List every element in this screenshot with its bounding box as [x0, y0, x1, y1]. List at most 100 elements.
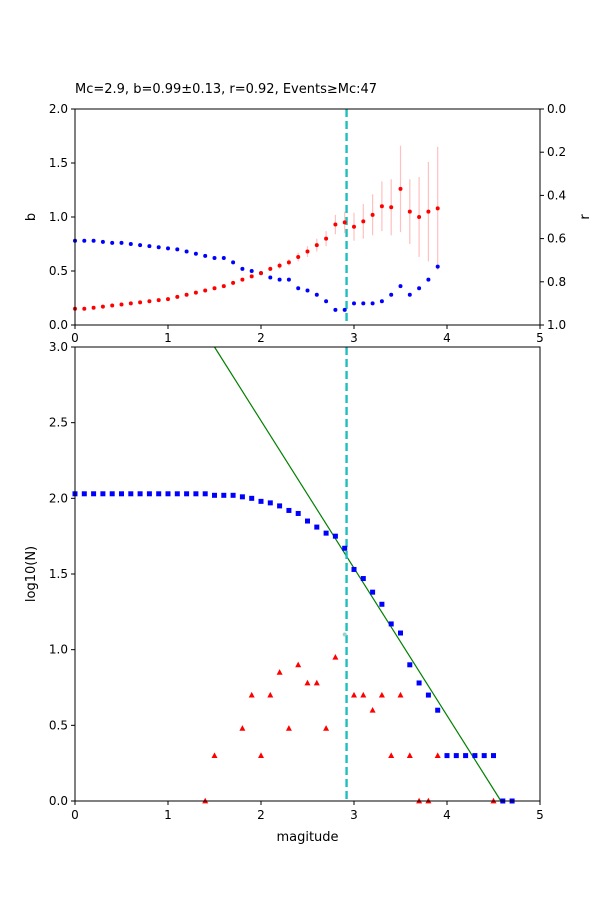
- r-point: [324, 299, 329, 304]
- bottom-y-ticks: 0.0 0.5 1.0 1.5 2.0 2.5 3.0: [49, 340, 75, 808]
- fit-line: [213, 346, 502, 802]
- y-tick-label: 2.0: [49, 491, 68, 505]
- bottom-y-axis-label: log10(N): [24, 546, 39, 602]
- cumulative-point: [398, 630, 403, 636]
- y-tick-label: 1.5: [49, 567, 68, 581]
- x-tick-label: 2: [257, 331, 265, 345]
- y-right-tick-label: 0.4: [547, 188, 566, 202]
- r-point: [277, 277, 282, 282]
- r-point: [333, 307, 338, 312]
- cumulative-point: [425, 692, 431, 698]
- b-point: [333, 222, 338, 227]
- noncumulative-point: [239, 725, 246, 731]
- y-right-tick-label: 0.6: [547, 232, 566, 246]
- x-tick-label: 3: [350, 808, 358, 822]
- b-point: [417, 215, 422, 219]
- cumulative-point: [286, 507, 292, 513]
- noncumulative-point: [211, 752, 218, 758]
- gr-fit-line: [213, 346, 502, 802]
- r-point: [184, 249, 189, 254]
- r-point: [435, 264, 440, 269]
- y-tick-label: 0.0: [49, 794, 68, 808]
- cumulative-point: [212, 492, 217, 498]
- y-tick-label: 0.5: [49, 718, 68, 732]
- y-tick-label: 2.5: [49, 416, 68, 430]
- r-point: [221, 256, 226, 261]
- cumulative-point: [323, 530, 329, 536]
- noncumulative-point: [434, 752, 441, 758]
- r-point: [389, 292, 394, 297]
- r-point: [417, 286, 422, 291]
- b-point: [110, 303, 115, 308]
- r-point: [193, 251, 198, 256]
- b-point: [128, 301, 133, 306]
- r-point: [147, 244, 152, 249]
- b-point: [277, 263, 282, 268]
- b-point: [138, 300, 143, 305]
- b-point: [435, 206, 440, 211]
- y-right-tick-label: 0.2: [547, 145, 566, 159]
- b-series: [73, 186, 440, 311]
- r-point: [110, 240, 115, 245]
- r-point: [352, 301, 356, 306]
- x-tick-label: 4: [443, 331, 451, 345]
- cumulative-point: [407, 662, 413, 668]
- cumulative-point: [128, 491, 134, 497]
- b-point: [156, 298, 161, 303]
- b-point: [249, 274, 254, 279]
- r-point: [156, 245, 161, 250]
- bottom-x-ticks: 0 1 2 3 4 5: [71, 801, 544, 822]
- r-point: [249, 269, 254, 273]
- x-tick-label: 3: [350, 331, 358, 345]
- b-point: [203, 288, 208, 293]
- r-point: [268, 275, 273, 280]
- noncumulative-point: [295, 661, 302, 668]
- b-point: [379, 204, 384, 209]
- y-right-tick-label: 0.8: [547, 275, 566, 289]
- b-point: [352, 224, 356, 229]
- noncumulative-point: [258, 752, 264, 758]
- y-tick-label: 0.5: [49, 264, 68, 278]
- cumulative-point: [305, 518, 310, 524]
- cumulative-point: [435, 707, 441, 713]
- r-point: [203, 253, 208, 258]
- noncumulative-point: [351, 691, 357, 698]
- top-y-ticks: 0.0 0.5 1.0 1.5 2.0: [49, 102, 75, 332]
- noncumulative-point: [369, 707, 376, 713]
- bottom-x-axis-label: magitude: [276, 830, 338, 845]
- cumulative-point: [342, 545, 348, 551]
- r-point: [138, 243, 143, 248]
- noncumulative-point: [332, 654, 339, 660]
- cumulative-point: [258, 498, 264, 504]
- chart-title: Mc=2.9, b=0.99±0.13, r=0.92, Events≥Mc:4…: [75, 82, 377, 97]
- cumulative-point: [119, 491, 124, 497]
- cumulative-point: [174, 491, 180, 497]
- noncumulative-point: [323, 725, 330, 731]
- r-point: [286, 277, 291, 282]
- noncumulative-point: [397, 691, 404, 698]
- cumulative-point: [332, 533, 338, 539]
- b-point: [100, 304, 105, 309]
- r-point: [379, 299, 384, 304]
- cumulative-point: [370, 589, 376, 595]
- b-point: [231, 280, 236, 285]
- r-point: [100, 239, 105, 244]
- r-point: [398, 284, 403, 289]
- cumulative-point: [202, 491, 208, 497]
- b-point: [407, 209, 412, 214]
- noncumulative-point: [360, 691, 367, 698]
- x-tick-label: 1: [164, 331, 172, 345]
- b-point: [305, 249, 310, 254]
- b-point: [82, 306, 87, 311]
- b-point: [389, 205, 394, 210]
- cumulative-point: [239, 494, 245, 500]
- r-point: [407, 292, 412, 297]
- b-point: [370, 212, 375, 217]
- mc-marker: [342, 632, 347, 637]
- cumulative-point: [193, 491, 199, 497]
- cumulative-point: [351, 566, 357, 572]
- r-point: [314, 292, 319, 297]
- x-tick-label: 2: [257, 808, 265, 822]
- b-point: [426, 209, 431, 214]
- r-point: [296, 286, 301, 291]
